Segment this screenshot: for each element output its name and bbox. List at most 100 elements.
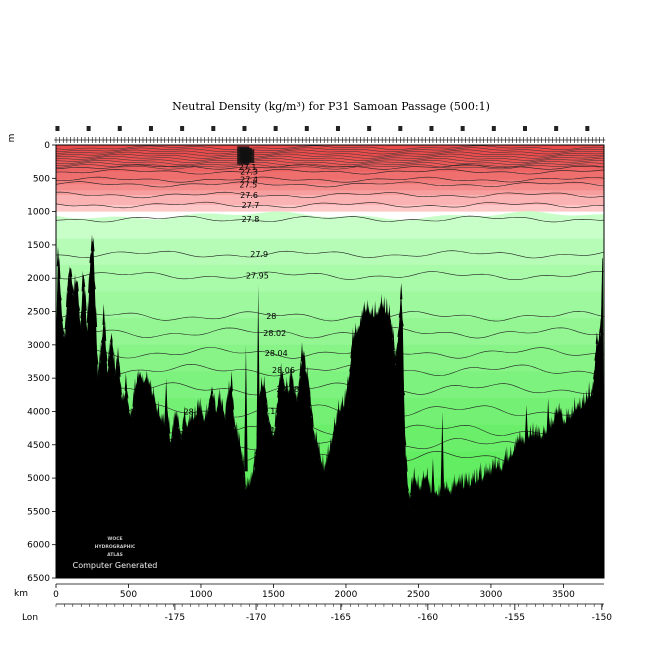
seafloor-spike — [553, 407, 557, 424]
seafloor-spike — [413, 466, 416, 487]
seafloor-spike — [422, 470, 425, 488]
seafloor-spike — [239, 445, 242, 460]
seafloor-spike — [89, 252, 92, 263]
seafloor-spike — [329, 437, 332, 453]
contour-label: 27.3 — [240, 168, 258, 177]
seafloor-spike — [326, 444, 330, 465]
seafloor-spike — [178, 426, 181, 437]
seafloor-spike — [101, 336, 104, 343]
station-number — [273, 126, 278, 131]
seafloor-spike — [560, 407, 563, 424]
seafloor-spike — [136, 371, 139, 388]
station-number — [304, 126, 309, 131]
seafloor-spike — [84, 289, 87, 311]
density-band — [56, 145, 604, 151]
seafloor-spike — [358, 325, 361, 332]
seafloor-spike — [240, 450, 244, 467]
seafloor-spike — [330, 437, 334, 447]
seafloor-spike — [336, 408, 339, 425]
y-tick-label: 4500 — [27, 441, 50, 451]
seafloor-spike — [251, 471, 254, 485]
plot-frame — [55, 144, 605, 579]
seafloor-spike — [529, 425, 532, 441]
seafloor-spike — [308, 384, 311, 406]
seafloor-spike — [146, 377, 150, 387]
seafloor-spike — [243, 466, 246, 488]
seafloor-spike — [355, 328, 358, 339]
seafloor-spike — [591, 381, 595, 394]
seafloor-spike — [182, 416, 185, 430]
seafloor-spike — [420, 476, 424, 492]
seafloor-spike — [183, 405, 186, 424]
seafloor-spike — [383, 296, 386, 317]
seafloor-spike — [431, 458, 435, 499]
seafloor-spike — [278, 376, 281, 388]
seafloor-spike — [302, 350, 305, 362]
seafloor-spike — [291, 375, 295, 393]
seafloor-spike — [277, 383, 280, 398]
density-bands — [56, 145, 604, 578]
seafloor-spike — [527, 435, 531, 443]
seafloor-spike — [598, 326, 601, 350]
station-number — [554, 126, 559, 131]
seafloor-spike — [171, 424, 174, 437]
lon-tick-label: -155 — [505, 613, 525, 623]
seafloor-spike — [388, 303, 391, 323]
seafloor-spike — [201, 412, 205, 424]
seafloor-spike — [546, 398, 550, 439]
seafloor-spike — [595, 332, 599, 344]
seafloor-spike — [349, 366, 352, 372]
seafloor-spike — [347, 375, 351, 385]
seafloor-spike — [371, 304, 374, 322]
seafloor-spike — [164, 378, 168, 425]
y-tick-label: 500 — [33, 174, 50, 184]
contour-line — [56, 181, 604, 188]
seafloor-spike — [423, 476, 426, 483]
seafloor-spike — [328, 450, 331, 459]
seafloor-spike — [175, 410, 178, 421]
seafloor-spike — [195, 414, 198, 421]
contour-line — [56, 147, 604, 153]
seafloor-spike — [111, 346, 114, 355]
seafloor-spike — [105, 349, 108, 362]
x-tick-label: 1500 — [262, 590, 285, 600]
seafloor-spike — [180, 430, 184, 438]
seafloor-spike — [419, 485, 422, 495]
seafloor-spike — [296, 390, 300, 400]
seafloor-spike — [173, 411, 176, 431]
seafloor-spike — [167, 415, 171, 434]
seafloor-spike — [500, 468, 503, 476]
seafloor-spike — [152, 386, 155, 404]
station-number — [429, 126, 434, 131]
seafloor-spike — [126, 390, 129, 399]
watermark-line: WOCE — [107, 536, 122, 542]
seafloor-spike — [325, 453, 328, 471]
contour-label: 27.9 — [250, 250, 268, 259]
seafloor-spike — [315, 429, 318, 451]
seafloor-spike — [392, 328, 395, 350]
seafloor-spike — [578, 397, 582, 413]
y-tick-label: 1000 — [27, 208, 50, 218]
seafloor-spike — [399, 284, 403, 379]
seafloor-spike — [269, 423, 272, 434]
seafloor-spike — [96, 353, 99, 365]
seafloor-spike — [133, 377, 137, 400]
seafloor-spike — [440, 411, 445, 495]
seafloor-spike — [209, 393, 212, 401]
contour-line — [56, 149, 604, 155]
seafloor-spike — [306, 365, 309, 386]
seafloor-spike — [213, 392, 216, 412]
y-tick-label: 5000 — [27, 474, 50, 484]
seafloor-spike — [299, 359, 302, 377]
seafloor-spike — [338, 408, 342, 418]
lon-axis: -175 -170 -165 -160 -155 -150 — [55, 603, 612, 623]
x-tick-label: 3000 — [479, 590, 502, 600]
seafloor-spike — [316, 440, 319, 455]
contour-line — [56, 215, 604, 223]
seafloor-spike — [67, 271, 70, 291]
seafloor-spike — [497, 456, 501, 474]
contour-line — [56, 347, 604, 359]
seafloor-spike — [179, 429, 182, 447]
seafloor-spike — [118, 361, 121, 377]
